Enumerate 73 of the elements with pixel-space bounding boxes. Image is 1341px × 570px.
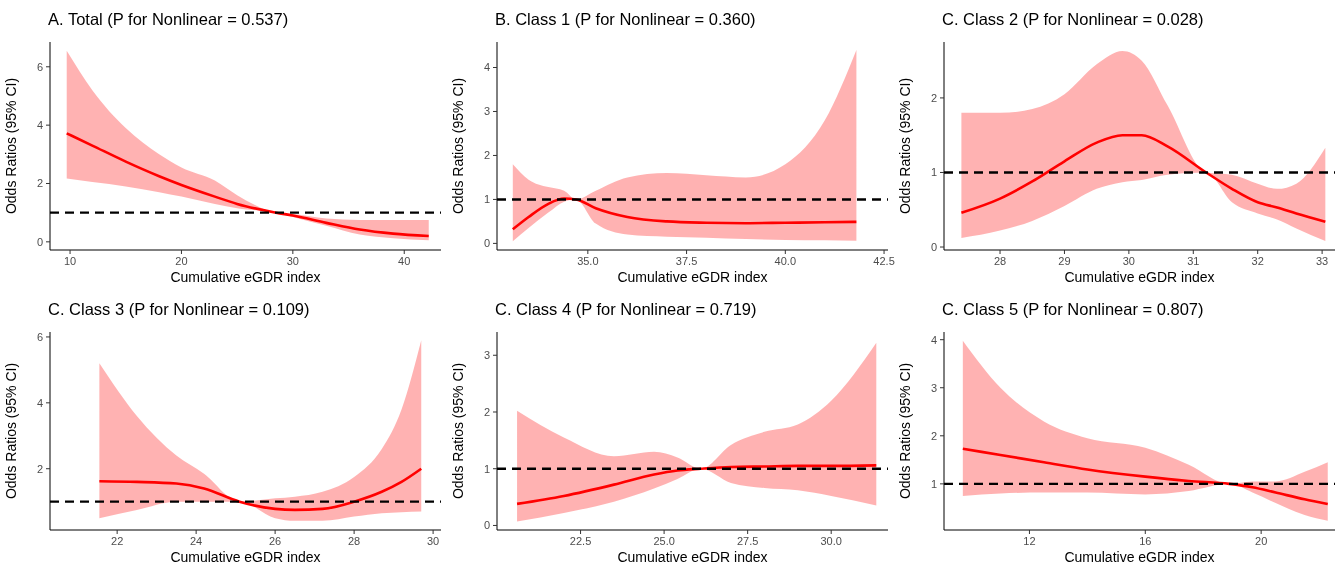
y-tick-label: 3 — [930, 381, 937, 394]
x-axis-title: Cumulative eGDR index — [170, 549, 321, 565]
y-tick-label: 1 — [483, 462, 490, 475]
x-tick-label: 20 — [175, 255, 188, 267]
chart-title: C. Class 5 (P for Nonlinear = 0.807) — [942, 300, 1204, 318]
x-tick-label: 28 — [993, 255, 1007, 267]
x-axis-title: Cumulative eGDR index — [617, 269, 768, 285]
y-tick-label: 1 — [483, 193, 490, 206]
y-tick-label: 2 — [930, 91, 937, 104]
y-axis-title: Odds Ratios (95% CI) — [897, 77, 913, 215]
y-tick-label: 0 — [483, 237, 490, 250]
line-series — [65, 132, 431, 238]
x-tick-label: 30 — [286, 255, 299, 267]
chart-title: B. Class 1 (P for Nonlinear = 0.360) — [495, 10, 756, 28]
x-tick-label: 37.5 — [675, 255, 698, 267]
y-axis-title: Odds Ratios (95% CI) — [897, 362, 913, 500]
y-tick-label: 4 — [483, 61, 490, 74]
y-tick-label: 2 — [36, 462, 43, 475]
x-tick-label: 10 — [63, 255, 77, 267]
y-tick-label: 3 — [483, 349, 490, 362]
y-tick-label: 0 — [483, 519, 490, 532]
x-tick-label: 12 — [1023, 535, 1036, 547]
y-tick-label: 0 — [36, 235, 43, 248]
y-tick-label: 2 — [483, 405, 490, 418]
x-tick-label: 32 — [1251, 255, 1264, 267]
x-tick-label: 33 — [1315, 255, 1329, 267]
x-tick-label: 20 — [1255, 535, 1268, 547]
x-tick-label: 29 — [1058, 255, 1071, 267]
x-tick-label: 31 — [1187, 255, 1200, 267]
y-tick-label: 2 — [930, 429, 937, 442]
line-series — [98, 467, 423, 512]
x-tick-label: 24 — [190, 535, 203, 547]
x-tick-label: 30.0 — [820, 535, 842, 547]
x-tick-label: 40.0 — [774, 255, 797, 267]
line-series — [961, 447, 1330, 506]
x-axis-title: Cumulative eGDR index — [617, 549, 768, 565]
x-tick-label: 25.0 — [653, 535, 675, 547]
y-tick-label: 4 — [36, 396, 43, 409]
y-axis-title: Odds Ratios (95% CI) — [3, 362, 19, 500]
x-tick-label: 16 — [1139, 535, 1152, 547]
x-tick-label: 22.5 — [569, 535, 592, 547]
x-axis-title: Cumulative eGDR index — [170, 269, 321, 285]
line-series — [960, 133, 1327, 223]
chart-title: A. Total (P for Nonlinear = 0.537) — [48, 10, 289, 28]
y-tick-label: 2 — [36, 177, 43, 190]
x-tick-label: 40 — [398, 255, 411, 267]
y-tick-label: 3 — [483, 105, 490, 118]
y-tick-label: 4 — [930, 333, 937, 346]
x-tick-label: 30 — [1122, 255, 1135, 267]
y-tick-label: 1 — [930, 477, 937, 490]
y-tick-label: 1 — [930, 166, 937, 179]
x-tick-label: 26 — [269, 535, 282, 547]
y-axis-title: Odds Ratios (95% CI) — [450, 77, 466, 215]
x-tick-label: 28 — [347, 535, 361, 547]
line-series — [511, 197, 858, 231]
x-tick-label: 35.0 — [577, 255, 599, 267]
chart-title: C. Class 4 (P for Nonlinear = 0.719) — [495, 300, 757, 318]
y-tick-label: 0 — [930, 240, 937, 253]
y-tick-label: 4 — [36, 118, 43, 131]
x-axis-title: Cumulative eGDR index — [1064, 549, 1215, 565]
chart-title: C. Class 2 (P for Nonlinear = 0.028) — [942, 10, 1204, 28]
x-tick-label: 42.5 — [873, 255, 895, 267]
y-axis-title: Odds Ratios (95% CI) — [450, 362, 466, 500]
y-axis-title: Odds Ratios (95% CI) — [3, 77, 19, 215]
x-tick-label: 22 — [111, 535, 124, 547]
x-axis-title: Cumulative eGDR index — [1064, 269, 1215, 285]
y-tick-label: 6 — [36, 60, 43, 73]
y-tick-label: 6 — [36, 330, 43, 343]
x-tick-label: 27.5 — [736, 535, 759, 547]
line-series — [515, 464, 878, 506]
chart-title: C. Class 3 (P for Nonlinear = 0.109) — [48, 300, 310, 318]
x-tick-label: 30 — [426, 535, 440, 547]
y-tick-label: 2 — [483, 149, 490, 162]
